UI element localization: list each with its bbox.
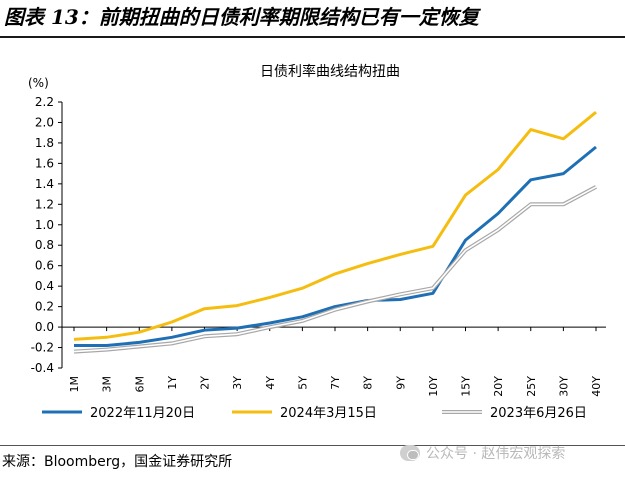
- x-tick-label: 5Y: [296, 376, 309, 390]
- x-tick-label: 15Y: [460, 376, 473, 397]
- series-line-0: [74, 145, 597, 347]
- yield-curve-chart: 日债利率曲线结构扭曲 (%) -0.4 -0.2 0.0 0.2 0.4 0.6 0.8 1.…: [28, 63, 606, 421]
- x-tick-label: 9Y: [394, 376, 407, 390]
- chart-title: 日债利率曲线结构扭曲: [260, 63, 400, 80]
- y-tick-label: 0.0: [35, 320, 54, 334]
- y-tick-label: 0.2: [35, 300, 54, 314]
- x-tick-label: 1M: [68, 376, 81, 393]
- x-tick-label: 4Y: [264, 376, 277, 390]
- y-tick-label: 0.8: [35, 238, 54, 252]
- y-tick-label: -0.4: [31, 361, 54, 375]
- y-tick-label: -0.2: [31, 341, 54, 355]
- source-note: 来源：Bloomberg，国金证券研究所: [2, 454, 233, 470]
- legend-label-1: 2024年3月15日: [280, 406, 377, 421]
- x-tick-label: 25Y: [525, 376, 538, 397]
- wechat-icon: [400, 445, 420, 461]
- x-tick-label: 10Y: [427, 376, 440, 397]
- y-tick-label: 2.2: [35, 95, 54, 109]
- watermark-text: 公众号 · 赵伟宏观探索: [426, 446, 566, 462]
- x-tick-label: 2Y: [199, 376, 212, 390]
- y-axis-unit-label: (%): [28, 76, 49, 90]
- y-tick-label: 1.6: [35, 156, 54, 170]
- y-tick-label: 1.0: [35, 218, 54, 232]
- y-tick-label: 0.4: [35, 279, 54, 293]
- x-tick-label: 7Y: [329, 376, 342, 390]
- x-tick-label: 8Y: [362, 376, 375, 390]
- figure-title: 图表 13：前期扭曲的日债利率期限结构已有一定恢复: [4, 5, 479, 29]
- y-tick-label: 0.6: [35, 259, 54, 273]
- x-tick-label: 40Y: [590, 376, 603, 397]
- y-tick-label: 1.2: [35, 197, 54, 211]
- watermark: 公众号 · 赵伟宏观探索: [400, 442, 565, 464]
- title-divider: [0, 36, 625, 38]
- x-tick-label: 1Y: [166, 376, 179, 390]
- x-tick-label: 6M: [133, 376, 146, 393]
- legend-label-0: 2022年11月20日: [90, 406, 195, 421]
- footer-divider: [0, 445, 625, 446]
- x-tick-label: 3Y: [231, 376, 244, 390]
- x-tick-label: 3M: [101, 376, 114, 393]
- chart-area: 日债利率曲线结构扭曲 (%) -0.4 -0.2 0.0 0.2 0.4 0.6 0.8 1.…: [0, 40, 625, 440]
- legend-label-2: 2023年6月26日: [490, 406, 587, 421]
- x-tick-label: 20Y: [492, 376, 505, 397]
- x-tick-label: 30Y: [557, 376, 570, 397]
- y-tick-label: 2.0: [35, 115, 54, 129]
- y-tick-label: 1.4: [35, 177, 54, 191]
- y-tick-label: 1.8: [35, 136, 54, 150]
